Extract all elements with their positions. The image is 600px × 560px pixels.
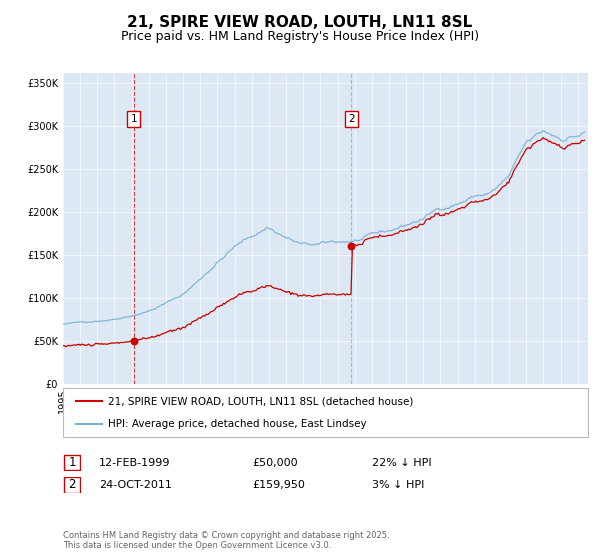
Text: £50,000: £50,000 [252,458,298,468]
Text: 21, SPIRE VIEW ROAD, LOUTH, LN11 8SL (detached house): 21, SPIRE VIEW ROAD, LOUTH, LN11 8SL (de… [107,396,413,407]
Text: 12-FEB-1999: 12-FEB-1999 [99,458,170,468]
FancyBboxPatch shape [64,455,80,470]
Point [347,242,356,251]
Text: HPI: Average price, detached house, East Lindsey: HPI: Average price, detached house, East… [107,419,366,430]
Text: 2: 2 [348,114,355,124]
FancyBboxPatch shape [64,477,80,493]
Text: 3% ↓ HPI: 3% ↓ HPI [372,480,424,490]
Text: 1: 1 [130,114,137,124]
Text: 1: 1 [68,456,76,469]
FancyBboxPatch shape [63,388,588,437]
Text: 22% ↓ HPI: 22% ↓ HPI [372,458,431,468]
Text: Price paid vs. HM Land Registry's House Price Index (HPI): Price paid vs. HM Land Registry's House … [121,30,479,44]
Text: £159,950: £159,950 [252,480,305,490]
Text: 24-OCT-2011: 24-OCT-2011 [99,480,172,490]
Text: 21, SPIRE VIEW ROAD, LOUTH, LN11 8SL: 21, SPIRE VIEW ROAD, LOUTH, LN11 8SL [127,15,473,30]
Text: Contains HM Land Registry data © Crown copyright and database right 2025.
This d: Contains HM Land Registry data © Crown c… [63,531,389,550]
Text: 2: 2 [68,478,76,492]
Point [129,336,139,345]
